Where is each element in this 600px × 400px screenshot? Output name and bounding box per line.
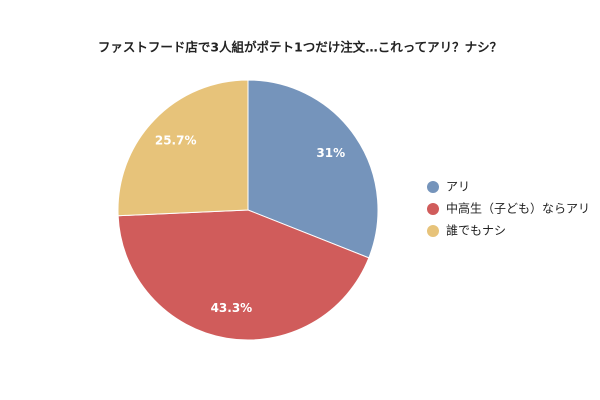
legend-label: 中高生（子ども）ならアリ [446,201,590,216]
slice-label: 31% [316,146,345,160]
chart-title: ファストフード店で3人組がポテト1つだけ注文…これってアリ？ナシ？ [98,40,502,55]
pie-slice [247,79,379,259]
legend-label: 誰でもナシ [446,223,506,238]
legend-marker [427,225,439,237]
pie-slice [117,79,249,217]
slice-label: 25.7% [155,133,197,147]
legend-label: アリ [446,180,470,194]
pie-slice [117,209,370,341]
legend-marker [427,203,439,215]
slice-label: 43.3% [211,301,253,315]
legend-marker [427,181,439,193]
